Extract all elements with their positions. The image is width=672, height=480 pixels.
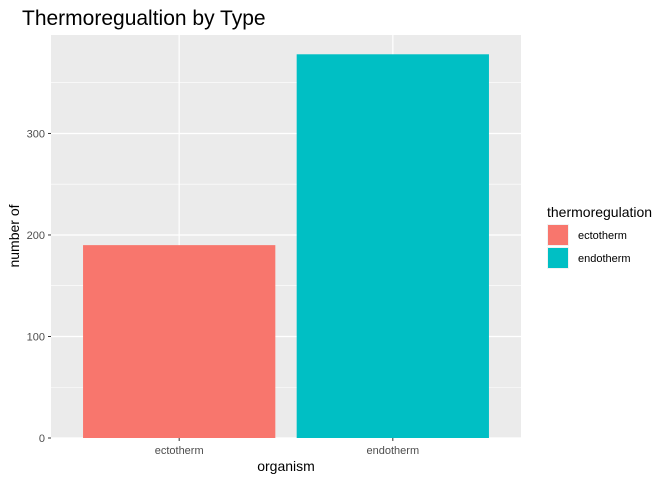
bar-endotherm (296, 54, 489, 438)
legend-title: thermoregulation (547, 204, 652, 220)
bar-ectotherm (83, 245, 276, 438)
y-tick-label: 200 (27, 230, 45, 242)
legend-label-endotherm: endotherm (578, 253, 631, 265)
y-tick-label: 0 (39, 433, 45, 445)
x-tick-label: ectotherm (155, 445, 204, 457)
chart-title: Thermoregualtion by Type (22, 7, 266, 30)
legend-swatch-endotherm (548, 248, 568, 268)
legend-swatch-ectotherm (548, 225, 568, 245)
legend: thermoregulation ectotherm endotherm (547, 204, 652, 269)
y-tick-label: 300 (27, 128, 45, 140)
x-axis: ectotherm endotherm (155, 438, 419, 457)
y-tick-label: 100 (27, 331, 45, 343)
y-axis: 0 100 200 300 (27, 128, 51, 445)
legend-label-ectotherm: ectotherm (578, 230, 627, 242)
bars (83, 54, 489, 438)
x-tick-label: endotherm (367, 445, 420, 457)
x-axis-title: organism (257, 458, 315, 474)
y-axis-title: number of (6, 204, 22, 267)
